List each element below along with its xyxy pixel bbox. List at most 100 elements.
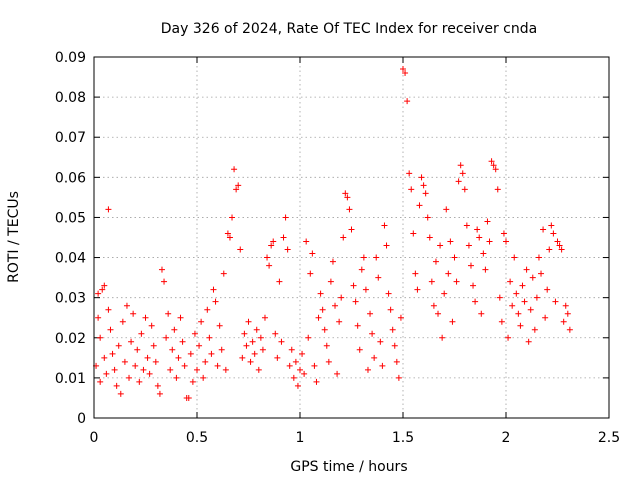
data-point-plus-marker [224, 230, 231, 237]
data-point-plus-marker [257, 334, 264, 341]
data-point-plus-marker [455, 178, 462, 185]
data-point-plus-marker [329, 258, 336, 265]
data-point-plus-marker [441, 290, 448, 297]
data-point-plus-marker [500, 230, 507, 237]
y-tick-label: 0.02 [55, 331, 86, 347]
data-point-plus-marker [115, 342, 122, 349]
data-point-plus-marker [338, 294, 345, 301]
data-point-plus-marker [375, 274, 382, 281]
data-point-plus-marker [424, 214, 431, 221]
data-point-plus-marker [325, 358, 332, 365]
y-tick-label: 0.08 [55, 90, 86, 106]
data-point-plus-marker [95, 314, 102, 321]
data-point-plus-marker [226, 234, 233, 241]
data-point-plus-marker [286, 362, 293, 369]
data-point-plus-marker [288, 346, 295, 353]
data-point-plus-marker [136, 378, 143, 385]
data-point-plus-marker [486, 238, 493, 245]
data-point-plus-marker [531, 326, 538, 333]
data-point-plus-marker [132, 362, 139, 369]
data-point-plus-marker [204, 306, 211, 313]
data-point-plus-marker [515, 310, 522, 317]
data-point-plus-marker [276, 278, 283, 285]
data-point-plus-marker [548, 222, 555, 229]
data-point-plus-marker [270, 238, 277, 245]
data-point-plus-marker [437, 242, 444, 249]
x-axis-label: GPS time / hours [290, 459, 407, 475]
data-point-plus-marker [470, 282, 477, 289]
data-point-plus-marker [216, 322, 223, 329]
data-point-plus-marker [101, 354, 108, 361]
data-point-plus-marker [484, 218, 491, 225]
y-tick-label: 0 [77, 411, 86, 427]
data-point-plus-marker [177, 314, 184, 321]
x-tick-label: 2 [502, 430, 511, 446]
data-point-plus-marker [525, 338, 532, 345]
data-point-plus-marker [274, 354, 281, 361]
data-point-plus-marker [356, 346, 363, 353]
data-point-plus-marker [546, 246, 553, 253]
data-point-plus-marker [144, 354, 151, 361]
y-tick-label: 0.05 [55, 210, 86, 226]
data-point-plus-marker [187, 350, 194, 357]
data-point-plus-marker [342, 190, 349, 197]
data-point-plus-marker [566, 326, 573, 333]
data-point-plus-marker [194, 366, 200, 373]
data-point-plus-marker [463, 222, 470, 229]
data-point-plus-marker [282, 214, 289, 221]
data-point-plus-marker [317, 290, 324, 297]
data-point-plus-marker [476, 234, 483, 241]
data-point-plus-marker [556, 242, 563, 249]
data-point-plus-marker [406, 170, 413, 177]
data-point-plus-marker [105, 306, 112, 313]
data-point-plus-marker [507, 278, 514, 285]
data-point-plus-marker [542, 314, 549, 321]
data-point-plus-marker [206, 334, 213, 341]
data-point-plus-marker [309, 250, 316, 257]
data-point-plus-marker [334, 370, 341, 377]
data-point-plus-marker [352, 298, 359, 305]
data-point-plus-marker [472, 298, 479, 305]
y-tick-label: 0.01 [55, 371, 86, 387]
data-point-plus-marker [156, 390, 163, 397]
data-point-plus-marker [496, 294, 503, 301]
data-point-plus-marker [529, 274, 536, 281]
data-point-plus-marker [247, 358, 254, 365]
data-point-plus-marker [426, 234, 433, 241]
data-point-plus-marker [103, 370, 110, 377]
data-point-plus-marker [554, 238, 561, 245]
data-point-plus-marker [381, 222, 388, 229]
data-point-plus-marker [459, 170, 466, 177]
data-point-plus-marker [422, 190, 429, 197]
data-point-plus-marker [344, 194, 351, 201]
data-point-plus-marker [564, 310, 571, 317]
data-point-plus-marker [414, 286, 421, 293]
data-point-plus-marker [544, 286, 551, 293]
y-tick-label: 0.09 [55, 50, 86, 66]
data-point-plus-marker [445, 270, 452, 277]
data-point-plus-marker [241, 330, 248, 337]
data-point-plus-marker [527, 306, 534, 313]
data-point-plus-marker [171, 326, 178, 333]
data-point-plus-marker [220, 270, 227, 277]
data-point-plus-marker [229, 214, 236, 221]
data-point-plus-marker [410, 230, 417, 237]
data-point-plus-marker [121, 358, 128, 365]
data-point-plus-marker [558, 246, 565, 253]
data-point-plus-marker [449, 318, 456, 325]
data-point-plus-marker [175, 354, 182, 361]
data-point-plus-marker [478, 310, 485, 317]
data-point-plus-marker [214, 362, 221, 369]
x-tick-label: 1 [296, 430, 305, 446]
data-point-plus-marker [140, 366, 147, 373]
data-point-plus-marker [371, 354, 378, 361]
data-point-plus-marker [443, 206, 450, 213]
data-point-plus-marker [111, 366, 118, 373]
data-point-plus-marker [408, 186, 415, 193]
data-point-plus-marker [377, 338, 384, 345]
data-point-plus-marker [488, 158, 495, 165]
data-point-plus-marker [418, 174, 425, 181]
data-point-plus-marker [336, 318, 343, 325]
y-tick-label: 0.04 [55, 251, 86, 267]
data-point-plus-marker [379, 362, 386, 369]
